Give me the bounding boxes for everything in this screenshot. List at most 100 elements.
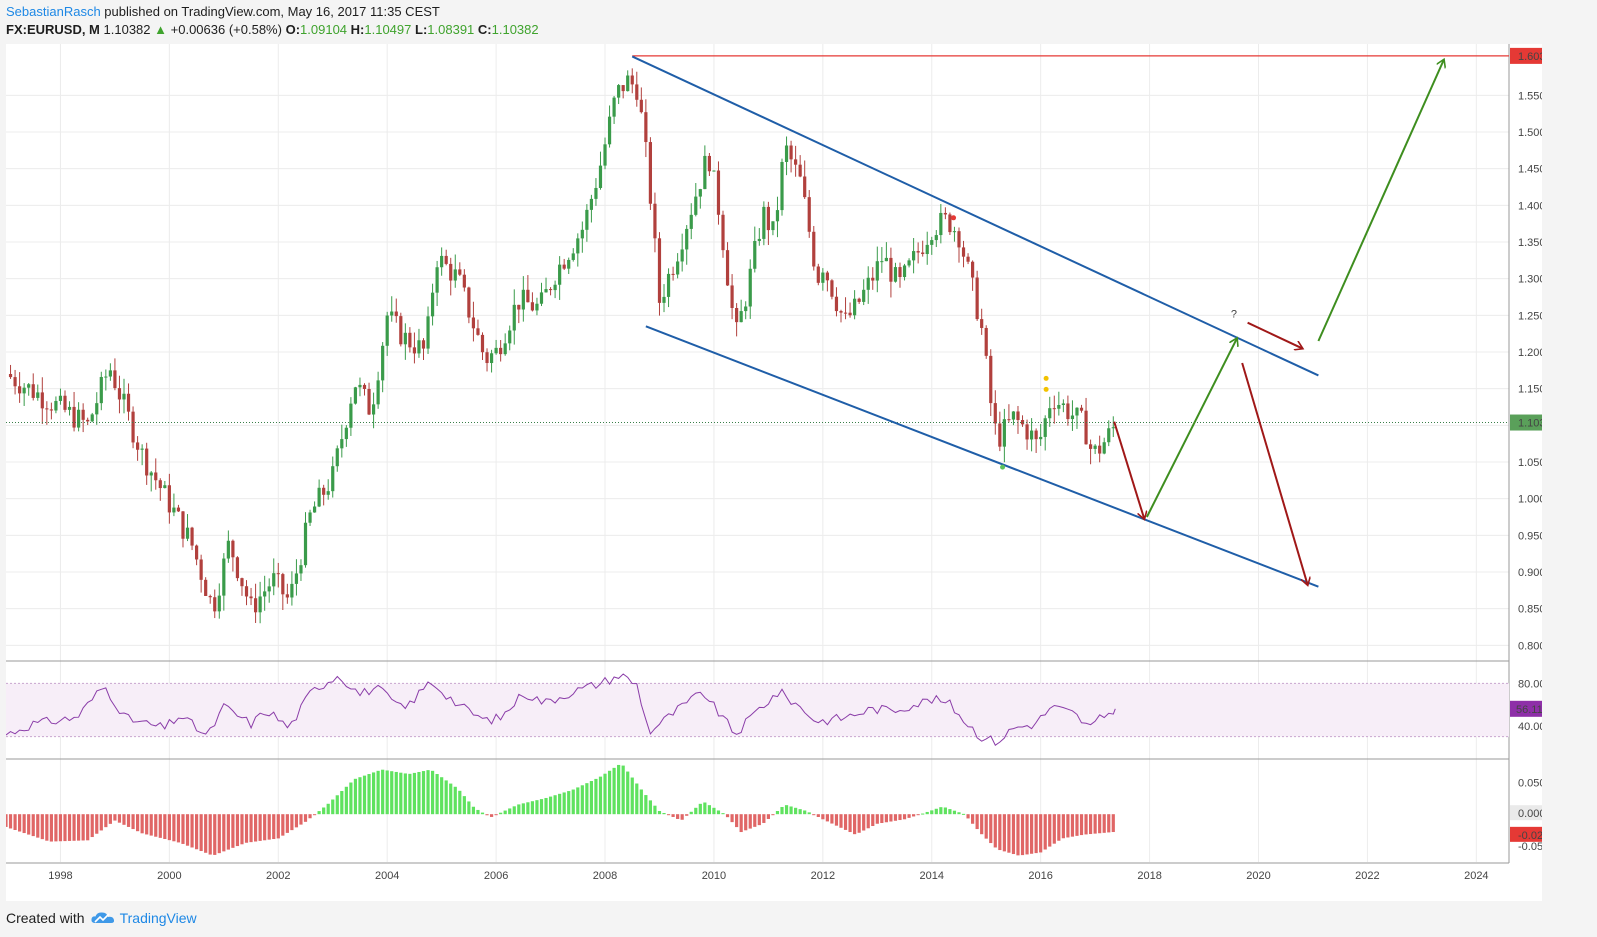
- candle-up: [108, 370, 112, 377]
- candle-down: [167, 485, 171, 513]
- hist-bar-negative: [907, 814, 911, 818]
- hist-bar-positive: [939, 807, 943, 815]
- hist-bar-negative: [312, 814, 317, 816]
- hist-bar-positive: [430, 770, 435, 815]
- price-chart-svg[interactable]: ? 0.80000 0.85000 0.90000 0.95000 1.00000 1.05…: [6, 44, 1542, 901]
- candle-down: [766, 206, 770, 231]
- tradingview-link[interactable]: TradingView: [91, 910, 197, 926]
- candle-up: [1039, 436, 1043, 440]
- close-value: 1.10382: [491, 22, 539, 37]
- candle-up: [775, 210, 780, 222]
- candle-down: [848, 312, 852, 316]
- candle-up: [381, 345, 385, 381]
- year-tick-label: 2016: [1028, 870, 1052, 882]
- candle-up: [90, 414, 94, 422]
- candle-up: [1111, 427, 1115, 429]
- candle-up: [544, 289, 548, 293]
- hist-bar-positive: [381, 769, 385, 815]
- candle-up: [403, 332, 407, 345]
- candle-up: [376, 380, 380, 405]
- price-tick-label: 1.55000: [1518, 90, 1542, 102]
- candle-down: [798, 164, 802, 177]
- hist-bar-negative: [871, 814, 875, 827]
- hist-bar-negative: [998, 814, 1002, 851]
- hist-bar-negative: [31, 814, 35, 837]
- high-label: H:: [350, 22, 365, 37]
- candle-down: [721, 214, 725, 251]
- hist-bar-positive: [712, 807, 716, 815]
- candle-up: [598, 165, 603, 188]
- hist-bar-negative: [902, 814, 907, 820]
- candle-down: [31, 384, 35, 398]
- candle-up: [866, 277, 870, 290]
- low-label: L:: [415, 22, 428, 37]
- hist-bar-negative: [140, 814, 144, 834]
- hist-bar-negative: [862, 814, 866, 831]
- candle-up: [426, 316, 430, 349]
- candle-up: [607, 116, 612, 145]
- candle-up: [930, 240, 934, 245]
- price-tick-label: 0.90000: [1518, 567, 1542, 579]
- candle-down: [467, 287, 471, 318]
- hist-bar-negative: [1011, 814, 1016, 855]
- candle-up: [603, 144, 607, 166]
- publish-info: published on TradingView.com, May 16, 20…: [104, 4, 440, 19]
- candles: [8, 68, 1115, 624]
- year-tick-label: 2024: [1464, 870, 1488, 882]
- hist-bar-positive: [662, 812, 666, 815]
- channel-lower-line: [645, 325, 1319, 588]
- candle-up: [739, 311, 743, 323]
- candle-down: [204, 579, 208, 596]
- low-value: 1.08391: [427, 22, 475, 37]
- hist-bar-positive: [544, 797, 548, 815]
- hist-bar-negative: [884, 814, 888, 823]
- candle-up: [185, 527, 190, 539]
- candle-up: [349, 403, 353, 428]
- hist-tick-label: -0.0500: [1518, 841, 1542, 853]
- hist-bar-positive: [621, 765, 625, 815]
- hist-bar-positive: [453, 786, 457, 815]
- chart-frame[interactable]: ? 0.80000 0.85000 0.90000 0.95000 1.00000 1.05…: [6, 44, 1542, 901]
- candle-up: [880, 261, 884, 263]
- hist-bar-negative: [725, 814, 730, 818]
- candle-down: [716, 170, 721, 215]
- hist-bar-positive: [331, 799, 335, 815]
- hist-bar-negative: [172, 814, 176, 842]
- hist-bar-positive: [567, 791, 571, 815]
- candle-up: [217, 595, 221, 612]
- hist-bar-positive: [789, 806, 793, 815]
- hist-bar-positive: [689, 811, 693, 815]
- author-link[interactable]: SebastianRasch: [6, 4, 101, 19]
- price-tick-label: 1.40000: [1518, 200, 1542, 212]
- candle-up: [571, 253, 575, 260]
- hist-bar-positive: [721, 813, 725, 815]
- hist-bar-negative: [49, 814, 53, 842]
- hist-bar-negative: [167, 814, 171, 841]
- hist-zero-tag: [1510, 805, 1542, 821]
- hist-bar-negative: [889, 814, 893, 822]
- hist-bar-negative: [108, 814, 112, 824]
- year-tick-label: 2010: [702, 870, 726, 882]
- hist-bar-negative: [757, 814, 761, 826]
- hist-bar-negative: [812, 814, 816, 816]
- hist-bar-negative: [54, 814, 58, 842]
- hist-bar-negative: [263, 814, 267, 841]
- hist-bar-positive: [585, 783, 589, 815]
- hist-bar-negative: [830, 814, 834, 824]
- hist-bar-negative: [276, 814, 280, 839]
- candle-up: [494, 347, 498, 354]
- candle-up: [934, 235, 938, 241]
- hist-bar-negative: [190, 814, 194, 848]
- candle-up: [580, 229, 584, 239]
- hist-bar-negative: [281, 814, 285, 836]
- hist-bar-negative: [204, 814, 208, 853]
- hist-bar-negative: [766, 814, 770, 819]
- hist-bar-negative: [104, 814, 108, 828]
- candle-up: [1061, 403, 1065, 405]
- hist-bar-positive: [558, 793, 562, 815]
- projection-arrow-up: [1317, 60, 1443, 342]
- candle-down: [158, 480, 162, 489]
- price-tick-label: 1.15000: [1518, 384, 1542, 396]
- hist-bar-negative: [839, 814, 843, 828]
- hist-bar-positive: [467, 801, 471, 815]
